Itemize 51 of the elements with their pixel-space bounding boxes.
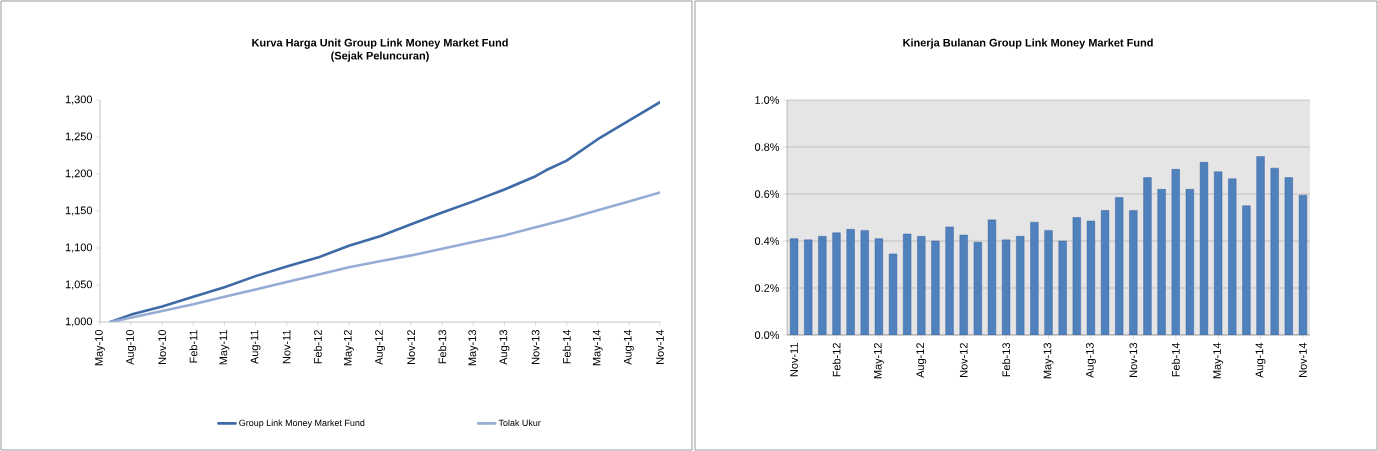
- x-tick-label: Nov-13: [1129, 343, 1138, 377]
- legend-label: Tolak Ukur: [498, 419, 541, 427]
- x-tick-label: May-12: [343, 330, 354, 366]
- y-tick-label: 1,200: [65, 169, 93, 179]
- x-tick-label: Aug-14: [1255, 342, 1266, 378]
- x-tick-label: Feb-12: [313, 330, 322, 364]
- x-tick-label: May-10: [95, 329, 105, 366]
- x-tick-label: Aug-11: [250, 330, 261, 365]
- x-tick-label: Aug-13: [1085, 343, 1096, 378]
- y-tick-label: 1,150: [65, 206, 93, 216]
- chart-title: Kinerja Bulanan Group Link Money Market Fund: [903, 38, 1153, 49]
- y-tick-label: 1,300: [65, 95, 93, 105]
- x-tick-label: Aug-12: [375, 330, 385, 365]
- x-tick-label: Feb-14: [1171, 342, 1180, 377]
- line-series: [109, 191, 661, 322]
- x-tick-label: May-11: [219, 330, 230, 365]
- x-tick-label: Aug-10: [126, 329, 137, 365]
- y-tick-label: 1,050: [65, 280, 93, 290]
- chart-title: Kurva Harga Unit Group Link Money Market Fund: [252, 38, 508, 49]
- y-tick-label: 0.4%: [754, 237, 780, 245]
- x-tick-label: Nov-11: [282, 330, 291, 364]
- x-tick-label: May-14: [592, 329, 603, 366]
- chart-subtitle: (Sejak Peluncuran): [331, 51, 429, 62]
- y-tick-label: 0.8%: [754, 143, 780, 151]
- x-tick-label: Nov-12: [407, 330, 415, 364]
- y-tick-label: 1,000: [65, 317, 93, 327]
- y-tick-label: 0.6%: [754, 190, 780, 198]
- x-tick-label: Feb-13: [438, 330, 447, 364]
- x-tick-label: May-12: [873, 343, 884, 379]
- x-tick-label: May-13: [468, 330, 479, 366]
- x-tick-label: Feb-12: [832, 343, 841, 377]
- y-tick-label: 1,100: [65, 243, 93, 253]
- x-tick-label: Nov-13: [531, 330, 540, 364]
- y-tick-label: 1.0%: [755, 96, 780, 104]
- legend-label: Group Link Money Market Fund: [239, 419, 365, 428]
- x-tick-label: Feb-13: [1002, 343, 1011, 377]
- x-tick-label: Nov-11: [790, 343, 798, 377]
- x-tick-label: Nov-12: [959, 343, 968, 377]
- x-tick-label: May-14: [1213, 342, 1224, 379]
- x-tick-label: Nov-14: [1299, 342, 1307, 377]
- x-tick-label: Aug-13: [499, 330, 510, 365]
- x-tick-label: Feb-14: [562, 329, 571, 364]
- x-tick-label: May-13: [1043, 343, 1054, 379]
- y-tick-label: 0.0%: [754, 331, 780, 339]
- x-tick-label: Feb-11: [189, 330, 198, 363]
- x-tick-label: Aug-12: [916, 343, 927, 378]
- x-tick-label: Aug-14: [624, 329, 634, 365]
- y-tick-label: 1,250: [65, 132, 93, 142]
- x-tick-label: Nov-10: [158, 329, 167, 364]
- x-tick-label: Nov-14: [656, 329, 664, 364]
- y-tick-label: 0.2%: [754, 284, 780, 292]
